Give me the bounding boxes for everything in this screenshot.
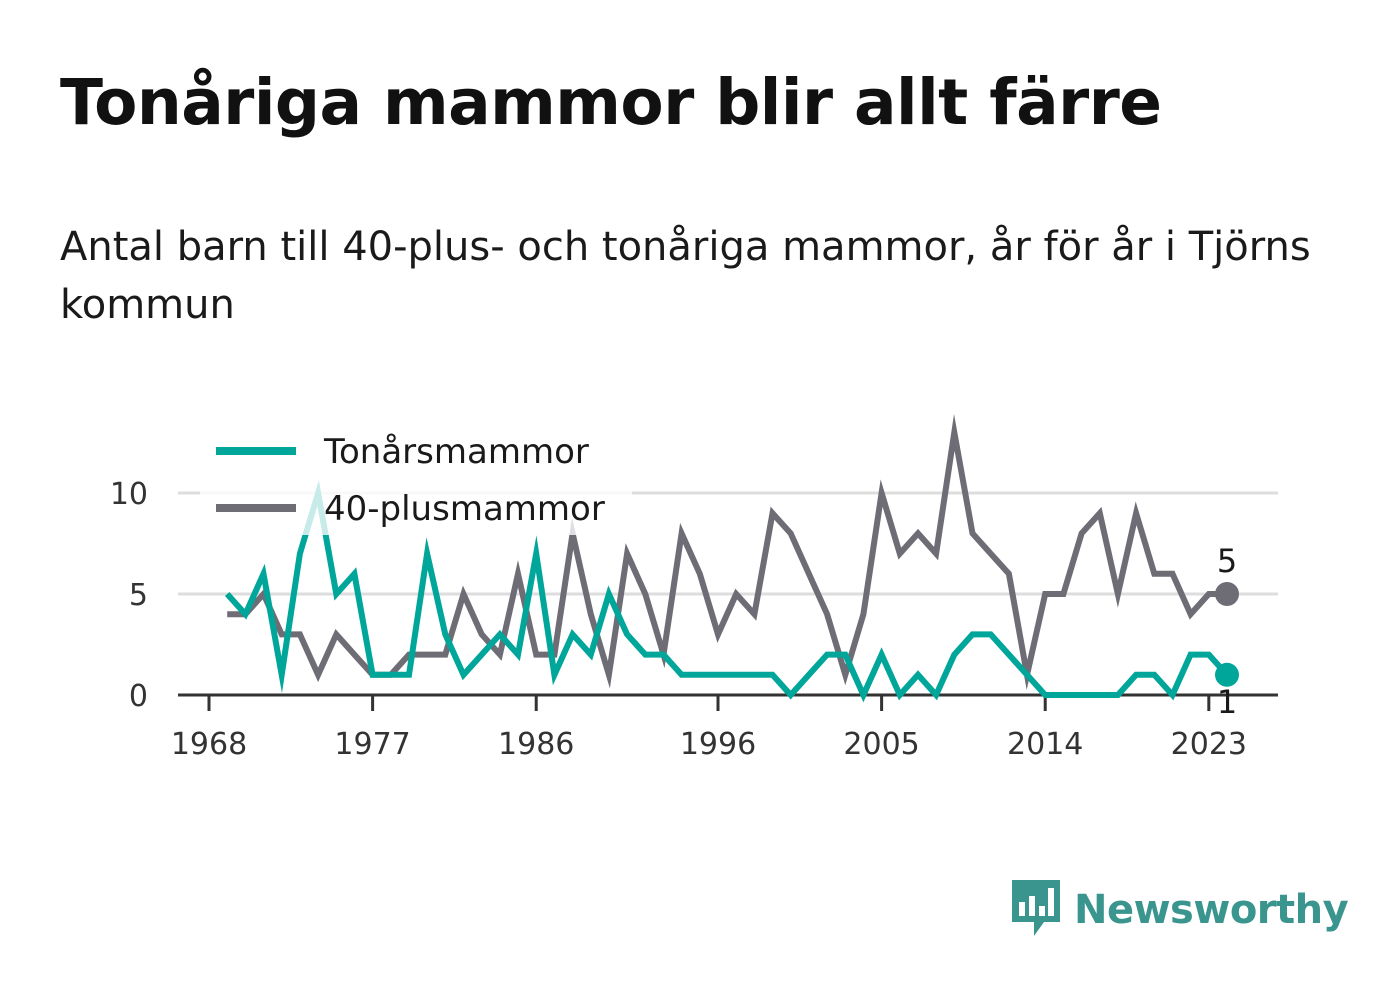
chart-subtitle: Antal barn till 40-plus- och tonåriga ma… xyxy=(60,224,1311,328)
series-line-0 xyxy=(224,480,1230,703)
legend-label-0: Tonårsmammor xyxy=(323,432,589,472)
legend-background xyxy=(200,425,632,535)
x-tick-label-2014: 2014 xyxy=(1007,727,1083,762)
series-end-marker-1 xyxy=(1215,582,1239,606)
legend-label-1: 40-plusmammor xyxy=(324,489,605,529)
x-tick-label-1968: 1968 xyxy=(171,727,247,762)
x-tick-label-1977: 1977 xyxy=(334,727,410,762)
brand-name: Newsworthy xyxy=(1074,887,1349,933)
y-tick-label-10: 10 xyxy=(110,477,148,512)
x-tick-label-2023: 2023 xyxy=(1171,727,1247,762)
chart-title: Tonåriga mammor blir allt färre xyxy=(60,66,1162,139)
series-end-label-1: 5 xyxy=(1217,542,1237,580)
series-end-marker-0 xyxy=(1215,662,1239,687)
series-end-label-0: 1 xyxy=(1217,683,1237,721)
x-tick-label-1986: 1986 xyxy=(498,727,574,762)
series-line-1 xyxy=(227,413,1227,690)
x-tick-label-1996: 1996 xyxy=(680,727,756,762)
y-tick-label-5: 5 xyxy=(129,578,148,613)
brand-logo: Newsworthy xyxy=(1010,878,1349,942)
x-tick-label-2005: 2005 xyxy=(843,727,919,762)
y-tick-label-0: 0 xyxy=(129,679,148,714)
newsworthy-logo-icon xyxy=(1010,878,1062,942)
